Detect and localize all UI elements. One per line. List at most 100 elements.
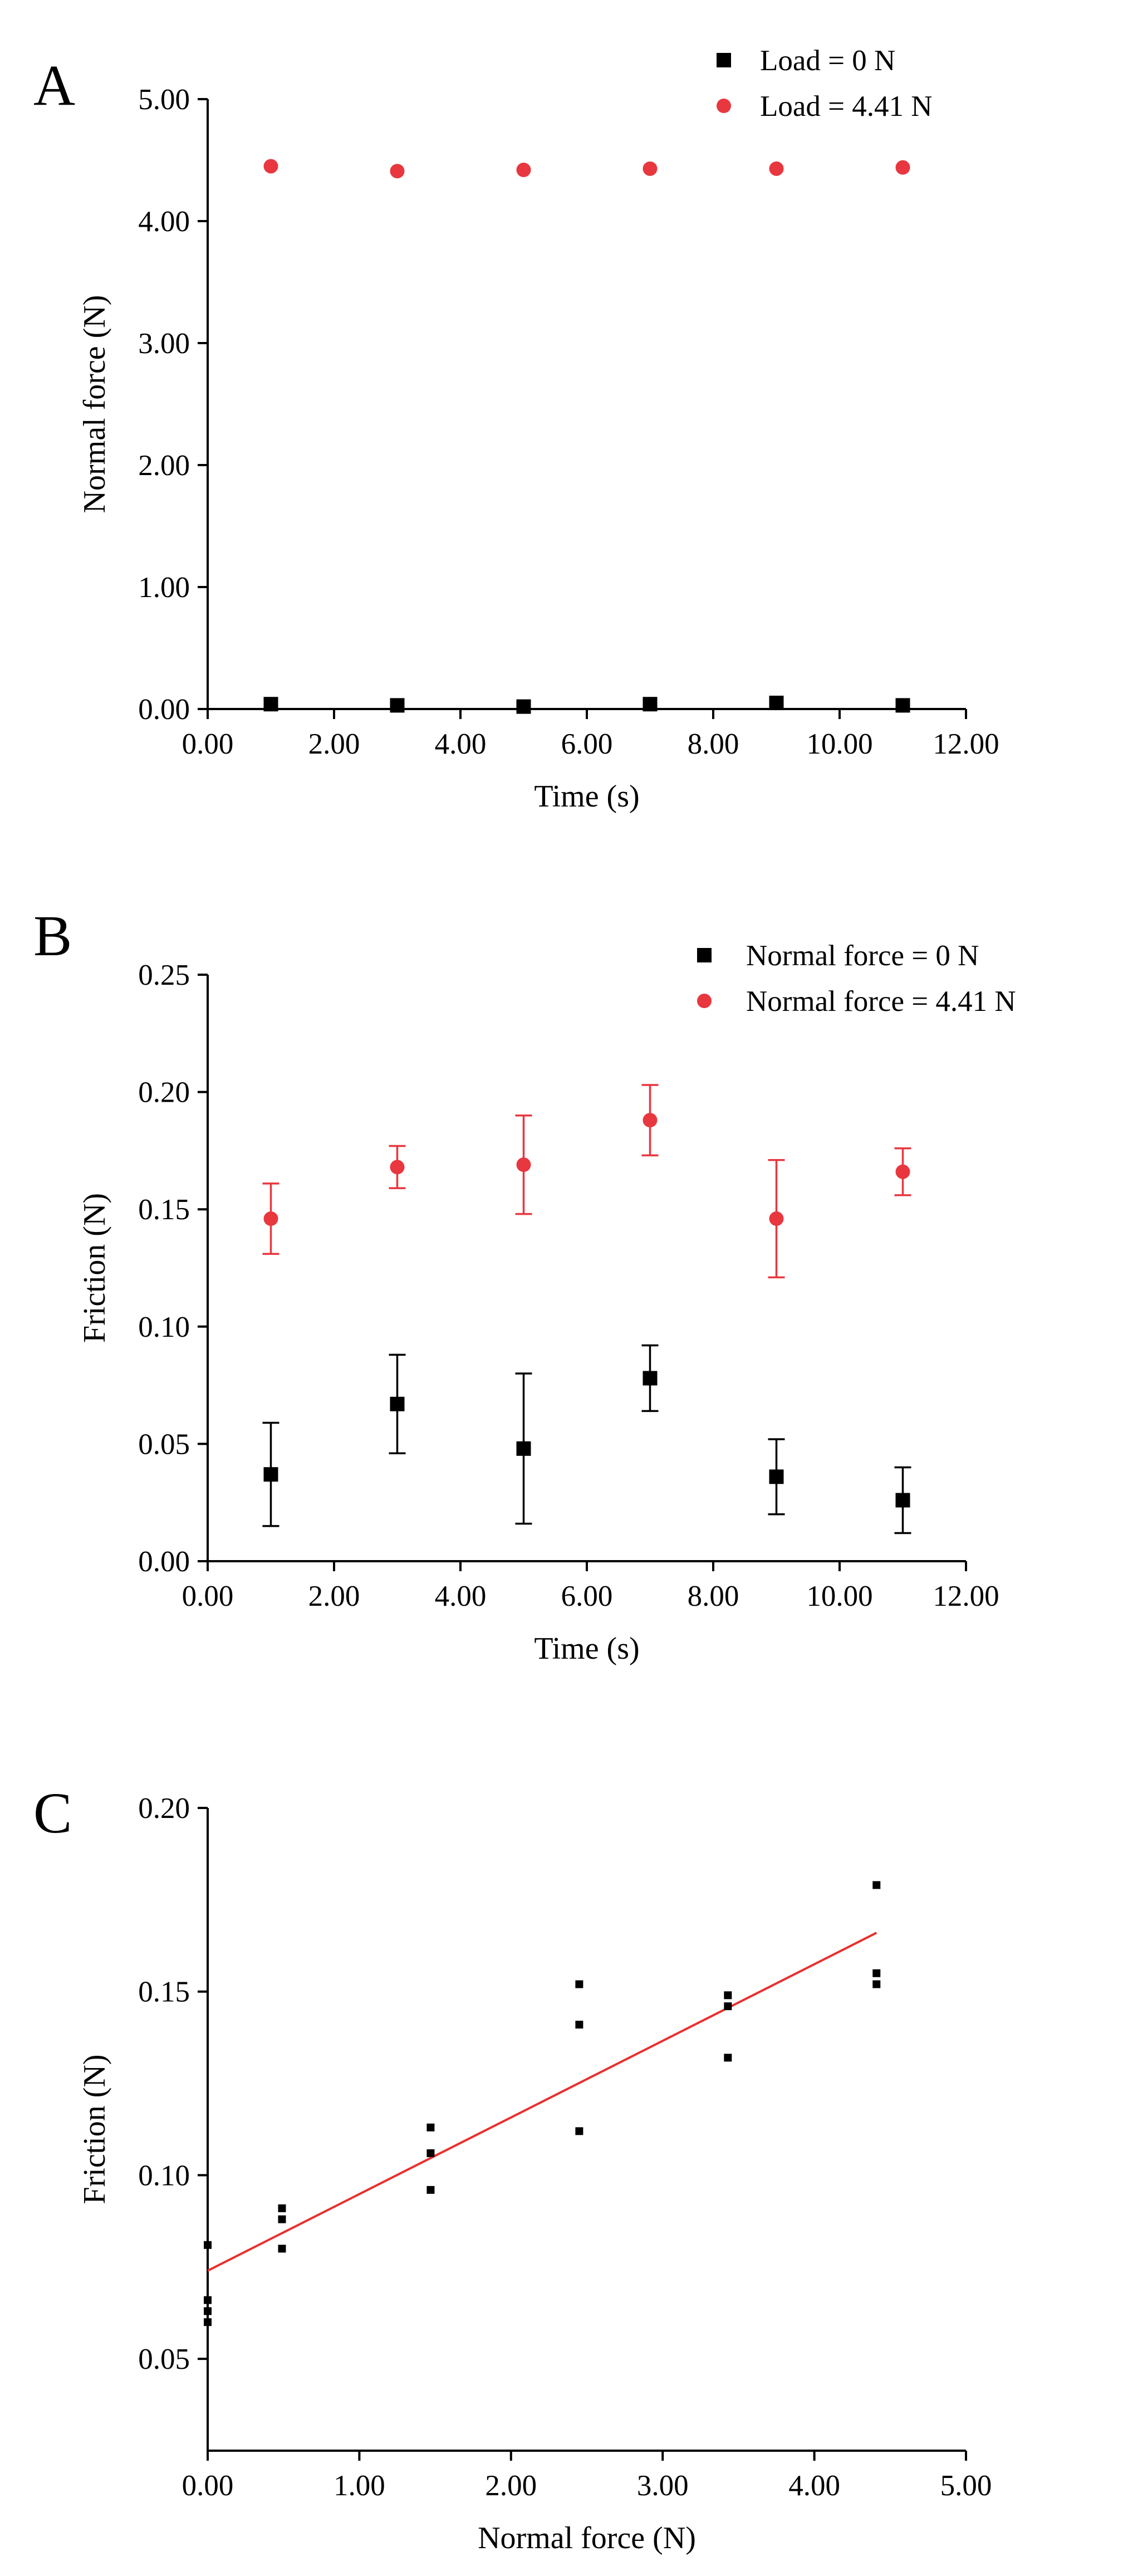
data-point xyxy=(895,160,910,175)
data-point xyxy=(643,161,658,176)
legend-marker xyxy=(697,994,712,1008)
x-tick-label: 0.00 xyxy=(182,728,234,760)
data-point xyxy=(643,1113,658,1128)
x-tick-label: 4.00 xyxy=(435,728,487,760)
panel-label: A xyxy=(33,53,75,118)
series-0 xyxy=(204,1881,881,2326)
x-tick-label: 2.00 xyxy=(308,728,360,760)
data-point xyxy=(278,2215,286,2223)
data-point xyxy=(575,2021,583,2029)
series-0 xyxy=(262,1344,911,1534)
legend-label: Normal force = 4.41 N xyxy=(746,985,1016,1018)
data-point xyxy=(204,2296,212,2304)
x-tick-label: 6.00 xyxy=(561,728,613,760)
x-tick-label: 0.00 xyxy=(182,2470,234,2502)
data-point xyxy=(516,1157,531,1172)
x-tick-label: 10.00 xyxy=(806,728,872,760)
legend-label: Load = 0 N xyxy=(760,45,895,77)
data-point xyxy=(769,1469,784,1484)
y-tick-label: 0.10 xyxy=(138,1311,190,1343)
data-point xyxy=(426,2186,435,2194)
data-point xyxy=(263,697,278,712)
y-tick-label: 0.05 xyxy=(138,1428,190,1460)
data-point xyxy=(263,159,278,174)
x-tick-label: 4.00 xyxy=(435,1580,487,1612)
x-tick-label: 0.00 xyxy=(182,1580,234,1612)
data-point xyxy=(872,1881,881,1889)
data-point xyxy=(204,2307,212,2315)
data-point xyxy=(426,2149,435,2157)
y-tick-label: 0.20 xyxy=(138,1792,190,1825)
data-point xyxy=(516,163,531,178)
y-tick-label: 0.20 xyxy=(138,1077,190,1109)
data-point xyxy=(204,2318,212,2326)
legend-marker xyxy=(697,948,712,962)
data-point xyxy=(390,698,405,713)
data-point xyxy=(516,1441,531,1456)
data-point xyxy=(263,1211,278,1226)
x-axis-title: Time (s) xyxy=(534,1631,639,1666)
data-point xyxy=(643,697,658,712)
legend-marker xyxy=(717,99,731,113)
data-point xyxy=(724,2054,732,2062)
data-point xyxy=(724,1991,732,2000)
y-tick-label: 0.00 xyxy=(138,1546,190,1578)
data-point xyxy=(390,1396,405,1411)
legend: Load = 0 N Load = 4.41 N xyxy=(717,45,933,123)
panel-c: C 0.00 1.00 2.00 3.00 4.00 5.00 0.05 0.10 0.15 0.2… xyxy=(33,1781,992,2555)
y-axis-title: Normal force (N) xyxy=(77,295,112,514)
panel-label: B xyxy=(33,904,72,968)
legend-marker xyxy=(717,53,731,67)
data-point xyxy=(575,2127,583,2135)
x-tick-label: 5.00 xyxy=(940,2470,992,2502)
panel-b: B 0.00 2.00 4.00 6.00 8.00 10.00 12.00 0.00 0.05 0… xyxy=(33,904,1016,1666)
data-point xyxy=(769,1211,784,1226)
x-tick-label: 12.00 xyxy=(933,1580,999,1612)
series-1 xyxy=(263,159,910,179)
x-tick-label: 1.00 xyxy=(334,2470,385,2502)
data-point xyxy=(895,1164,910,1179)
y-tick-label: 0.15 xyxy=(138,1976,190,2008)
data-point xyxy=(724,2002,732,2011)
y-tick-label: 2.00 xyxy=(138,449,190,482)
legend-label: Load = 4.41 N xyxy=(760,90,933,123)
y-tick-label: 0.00 xyxy=(138,693,190,726)
fit-line xyxy=(207,1932,877,2272)
data-point xyxy=(769,161,784,176)
data-point xyxy=(278,2245,286,2253)
y-axis-title: Friction (N) xyxy=(77,2054,112,2204)
data-point xyxy=(516,699,531,714)
data-point xyxy=(263,1467,278,1482)
x-tick-label: 8.00 xyxy=(688,728,739,760)
y-tick-label: 5.00 xyxy=(138,84,190,116)
data-point xyxy=(895,698,910,713)
panel-label: C xyxy=(33,1781,72,1845)
y-tick-label: 1.00 xyxy=(138,571,190,604)
data-point xyxy=(895,1493,910,1508)
data-point xyxy=(872,1969,881,1977)
x-tick-label: 2.00 xyxy=(485,2470,537,2502)
x-tick-label: 8.00 xyxy=(688,1580,739,1612)
y-tick-label: 0.10 xyxy=(138,2159,190,2192)
legend-label: Normal force = 0 N xyxy=(746,940,979,972)
data-point xyxy=(426,2123,435,2132)
x-tick-label: 4.00 xyxy=(788,2470,840,2502)
y-axis-title: Friction (N) xyxy=(77,1193,112,1343)
data-point xyxy=(643,1371,658,1386)
x-axis-title: Time (s) xyxy=(534,779,639,814)
y-tick-label: 4.00 xyxy=(138,206,190,238)
data-point xyxy=(872,1980,881,1988)
data-point xyxy=(575,1980,583,1988)
data-point xyxy=(390,1160,405,1175)
y-tick-label: 3.00 xyxy=(138,328,190,360)
data-point xyxy=(769,696,784,711)
y-tick-label: 0.05 xyxy=(138,2343,190,2375)
x-tick-label: 3.00 xyxy=(637,2470,689,2502)
x-tick-label: 12.00 xyxy=(933,728,999,760)
panel-a: A 0.00 2.00 4.00 6.00 8.00 10.00 12.00 0.00 1.00 2… xyxy=(33,45,999,814)
x-tick-label: 10.00 xyxy=(806,1580,872,1612)
x-tick-label: 6.00 xyxy=(561,1580,613,1612)
x-axis-title: Normal force (N) xyxy=(478,2521,696,2555)
y-tick-label: 0.25 xyxy=(138,959,190,991)
